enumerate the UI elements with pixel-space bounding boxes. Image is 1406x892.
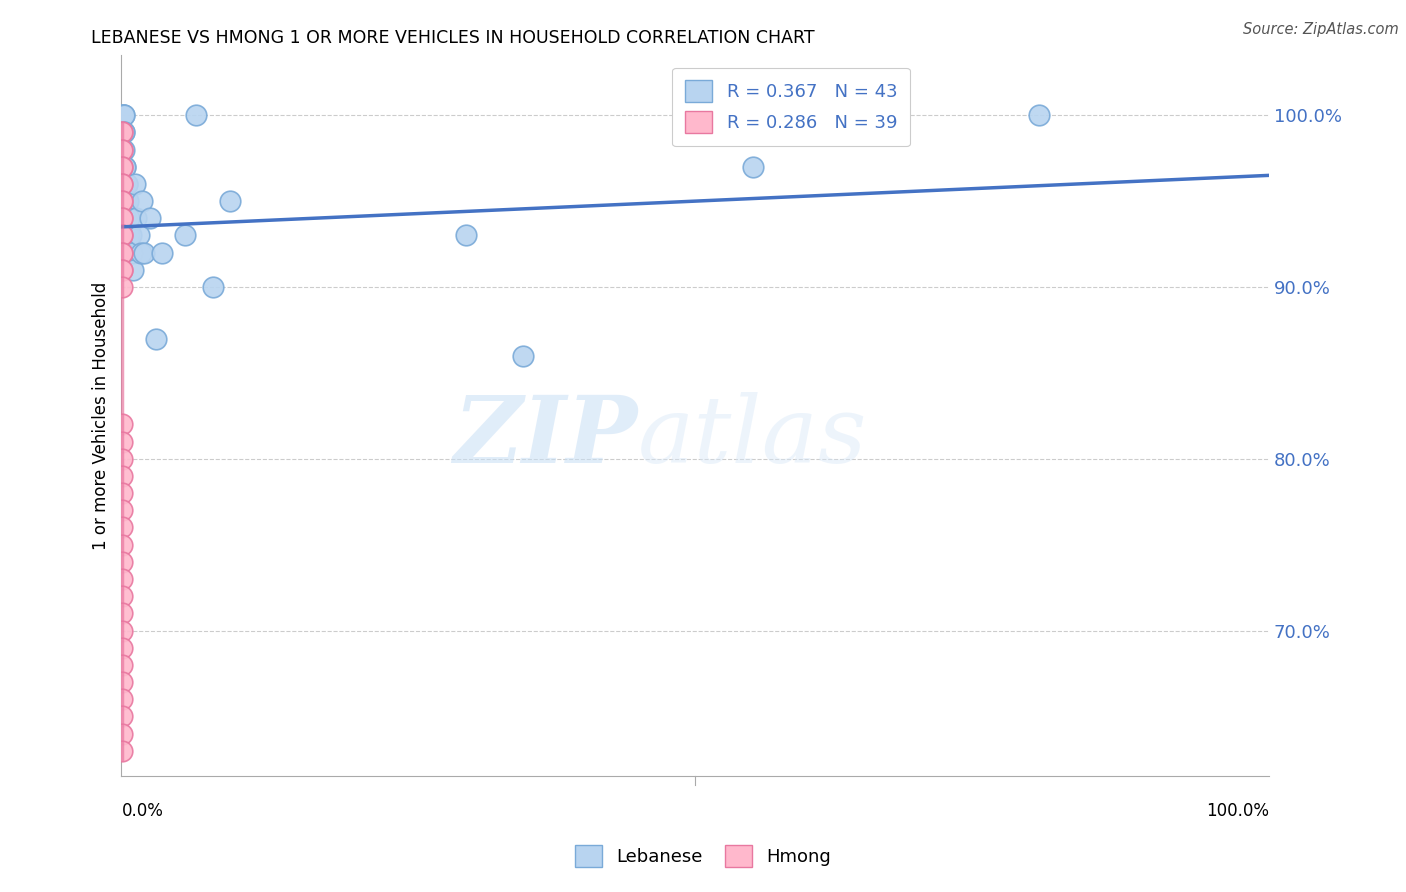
- Point: [111, 451, 134, 466]
- Legend: R = 0.367   N = 43, R = 0.286   N = 39: R = 0.367 N = 43, R = 0.286 N = 39: [672, 68, 910, 146]
- Point: [115, 177, 138, 191]
- Point: [111, 228, 134, 243]
- Point: [111, 262, 134, 277]
- Point: [111, 108, 134, 122]
- Point: [202, 280, 225, 294]
- Point: [111, 726, 134, 740]
- Point: [512, 349, 534, 363]
- Point: [111, 143, 134, 157]
- Text: LEBANESE VS HMONG 1 OR MORE VEHICLES IN HOUSEHOLD CORRELATION CHART: LEBANESE VS HMONG 1 OR MORE VEHICLES IN …: [91, 29, 815, 46]
- Point: [139, 211, 162, 226]
- Point: [111, 262, 134, 277]
- Text: atlas: atlas: [638, 392, 868, 483]
- Point: [111, 160, 134, 174]
- Point: [115, 177, 138, 191]
- Point: [118, 211, 141, 226]
- Point: [114, 160, 136, 174]
- Text: 100.0%: 100.0%: [1206, 802, 1270, 821]
- Point: [111, 744, 134, 758]
- Point: [111, 555, 134, 569]
- Point: [111, 211, 134, 226]
- Point: [111, 143, 134, 157]
- Point: [111, 280, 134, 294]
- Point: [121, 245, 143, 260]
- Point: [111, 177, 134, 191]
- Point: [219, 194, 242, 208]
- Point: [111, 692, 134, 706]
- Point: [111, 160, 134, 174]
- Point: [114, 160, 136, 174]
- Point: [112, 143, 135, 157]
- Point: [111, 572, 134, 586]
- Point: [111, 503, 134, 517]
- Point: [128, 228, 150, 243]
- Point: [111, 709, 134, 723]
- Point: [131, 194, 153, 208]
- Point: [150, 245, 173, 260]
- Legend: Lebanese, Hmong: Lebanese, Hmong: [567, 836, 839, 876]
- Point: [173, 228, 195, 243]
- Point: [111, 125, 134, 139]
- Point: [112, 125, 135, 139]
- Point: [125, 211, 148, 226]
- Point: [879, 108, 901, 122]
- Text: Source: ZipAtlas.com: Source: ZipAtlas.com: [1243, 22, 1399, 37]
- Point: [111, 486, 134, 500]
- Point: [112, 108, 135, 122]
- Point: [111, 675, 134, 690]
- Point: [111, 520, 134, 534]
- Point: [111, 538, 134, 552]
- Point: [111, 245, 134, 260]
- Y-axis label: 1 or more Vehicles in Household: 1 or more Vehicles in Household: [93, 282, 110, 550]
- Point: [111, 607, 134, 621]
- Point: [111, 160, 134, 174]
- Point: [111, 417, 134, 432]
- Point: [111, 245, 134, 260]
- Point: [112, 125, 135, 139]
- Point: [129, 245, 152, 260]
- Point: [114, 177, 136, 191]
- Point: [184, 108, 207, 122]
- Point: [120, 228, 142, 243]
- Point: [134, 245, 156, 260]
- Point: [741, 160, 763, 174]
- Point: [111, 434, 134, 449]
- Point: [111, 469, 134, 483]
- Point: [111, 177, 134, 191]
- Point: [111, 194, 134, 208]
- Point: [145, 332, 167, 346]
- Point: [122, 262, 145, 277]
- Point: [111, 143, 134, 157]
- Point: [115, 194, 138, 208]
- Point: [111, 589, 134, 603]
- Text: ZIP: ZIP: [454, 392, 638, 483]
- Point: [111, 657, 134, 672]
- Point: [454, 228, 477, 243]
- Point: [111, 125, 134, 139]
- Point: [1028, 108, 1050, 122]
- Point: [111, 125, 134, 139]
- Text: 0.0%: 0.0%: [121, 802, 163, 821]
- Point: [111, 211, 134, 226]
- Point: [117, 194, 139, 208]
- Point: [111, 228, 134, 243]
- Point: [115, 211, 138, 226]
- Point: [114, 177, 136, 191]
- Point: [111, 194, 134, 208]
- Point: [111, 108, 134, 122]
- Point: [111, 624, 134, 638]
- Point: [112, 108, 135, 122]
- Point: [124, 177, 146, 191]
- Point: [115, 194, 138, 208]
- Point: [111, 640, 134, 655]
- Point: [118, 228, 141, 243]
